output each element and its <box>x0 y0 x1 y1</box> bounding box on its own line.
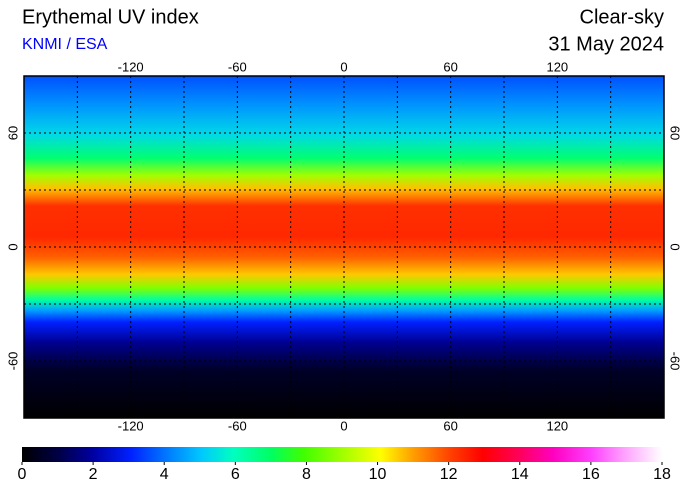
colorbar-tick-label: 8 <box>302 466 311 483</box>
lon-tick-label-bottom: 60 <box>443 418 457 433</box>
lon-tick-label-bottom: 0 <box>340 418 347 433</box>
lat-tick-label-left: 0 <box>5 243 20 250</box>
colorbar-tick-label: 4 <box>160 466 169 483</box>
lat-tick-label-right: 0 <box>668 243 683 250</box>
map-frame <box>23 75 665 419</box>
lon-tick-label-bottom: 120 <box>546 418 568 433</box>
colorbar <box>22 447 662 462</box>
lon-tick-label-top: -60 <box>228 59 247 74</box>
source: KNMI / ESA <box>22 36 108 53</box>
lon-tick-label-top: 120 <box>546 59 568 74</box>
lon-tick-label-top: -120 <box>118 59 144 74</box>
graticule <box>24 76 664 418</box>
lat-tick-label-right: 60 <box>668 126 683 140</box>
colorbar-tick-label: 14 <box>511 466 529 483</box>
colorbar-tick-label: 16 <box>582 466 600 483</box>
lon-tick-label-top: 0 <box>340 59 347 74</box>
colorbar-tick-label: 12 <box>440 466 458 483</box>
colorbar-tick-label: 10 <box>369 466 387 483</box>
colorbar-tick-label: 18 <box>653 466 671 483</box>
lat-tick-label-right: -60 <box>668 352 683 371</box>
colorbar-tick-label: 2 <box>89 466 98 483</box>
lon-tick-label-bottom: -60 <box>228 418 247 433</box>
lat-tick-label-left: 60 <box>5 126 20 140</box>
condition: Clear-sky <box>580 6 664 28</box>
lon-tick-label-bottom: -120 <box>118 418 144 433</box>
lat-tick-label-left: -60 <box>5 352 20 371</box>
colorbar-tick-label: 6 <box>231 466 240 483</box>
colorbar-tick-label: 0 <box>18 466 27 483</box>
date: 31 May 2024 <box>548 33 664 55</box>
lon-tick-label-top: 60 <box>443 59 457 74</box>
title: Erythemal UV index <box>22 6 199 28</box>
